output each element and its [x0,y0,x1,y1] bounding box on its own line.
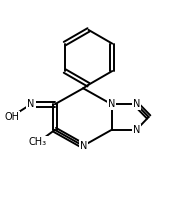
Text: N: N [27,99,35,109]
Text: OH: OH [4,112,19,122]
Text: N: N [108,99,115,109]
Text: N: N [133,125,140,135]
Text: N: N [133,99,140,109]
Text: CH₃: CH₃ [29,137,47,147]
Text: N: N [79,141,87,151]
